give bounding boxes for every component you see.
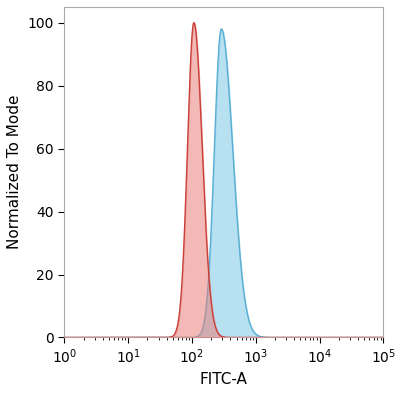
X-axis label: FITC-A: FITC-A: [200, 372, 248, 387]
Y-axis label: Normalized To Mode: Normalized To Mode: [7, 95, 22, 249]
